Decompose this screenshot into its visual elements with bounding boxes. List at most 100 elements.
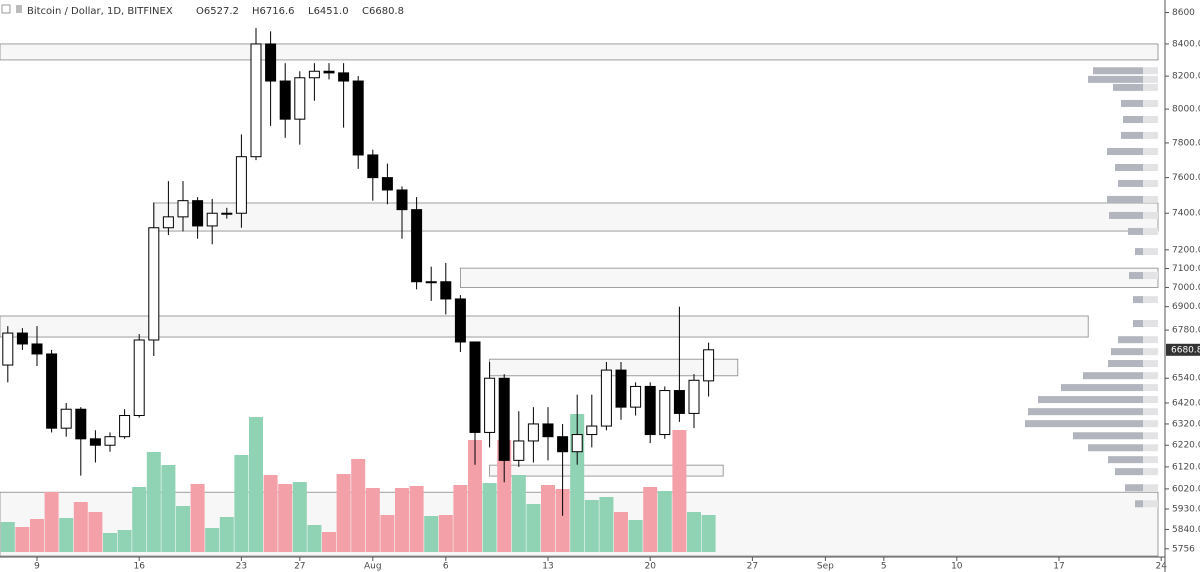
profile-bar (1118, 336, 1143, 344)
y-tick-label: 6420.0 (1172, 398, 1200, 408)
candle-body (630, 385, 642, 408)
y-tick-label: 6780.0 (1172, 326, 1200, 336)
candle-body (542, 423, 554, 438)
profile-bar-rest (1143, 211, 1158, 219)
volume-bar (497, 440, 512, 552)
y-tick-label: 5756 (1172, 544, 1195, 554)
volume-bar (219, 517, 234, 552)
header-high: H6716.6 (252, 6, 295, 17)
candle-body (586, 425, 598, 436)
candle-body (527, 423, 539, 442)
y-tick-label: 7000.0 (1172, 283, 1200, 293)
candle-body (46, 353, 58, 429)
candle-body (367, 154, 379, 179)
volume-bar (380, 515, 395, 552)
profile-bar (1115, 163, 1143, 171)
profile-bar-rest (1143, 468, 1158, 476)
icon (16, 5, 22, 13)
y-tick-label: 8200.0 (1172, 72, 1200, 82)
volume-bar (628, 520, 643, 552)
volume-bar (307, 525, 322, 552)
zone (153, 202, 1159, 232)
profile-bar (1107, 195, 1143, 203)
y-tick-label: 6020.0 (1172, 484, 1200, 494)
profile-bar (1133, 320, 1143, 328)
profile-bar-rest (1143, 195, 1158, 203)
header-low: L6451.0 (308, 6, 349, 17)
y-tick-label: 5930.0 (1172, 505, 1200, 515)
profile-bar-rest (1143, 67, 1158, 75)
y-tick-label: 8600 (1172, 8, 1195, 18)
icon[interactable] (1, 4, 11, 14)
volume-bar (234, 455, 249, 552)
y-tick-label: 7400.0 (1172, 209, 1200, 219)
profile-bar (1125, 484, 1143, 492)
volume-bar (30, 519, 44, 552)
profile-bar (1111, 348, 1143, 356)
profile-bar-rest (1143, 179, 1158, 187)
x-tick-label: 13 (542, 562, 553, 572)
candle-body (60, 408, 72, 429)
candle-body (235, 156, 247, 214)
candle-body (513, 440, 525, 461)
profile-bar-rest (1143, 396, 1158, 404)
volume-bar (409, 486, 424, 552)
profile-bar (1108, 360, 1143, 368)
candle-body (308, 70, 320, 79)
profile-bar-rest (1143, 420, 1158, 428)
x-tick-label: 9 (34, 562, 40, 572)
candle-body (162, 216, 174, 229)
profile-bar-rest (1143, 372, 1158, 380)
candle-body (31, 343, 43, 355)
y-tick-label: 7100.0 (1172, 264, 1200, 274)
profile-bar-rest (1143, 360, 1158, 368)
volume-bar (599, 497, 614, 552)
volume-bar (44, 492, 59, 552)
candle-body (615, 369, 627, 408)
y-tick-label: 6320.0 (1172, 419, 1200, 429)
candle-body (265, 43, 277, 82)
profile-bar (1135, 500, 1143, 508)
profile-bar (1061, 384, 1143, 392)
profile-bar-rest (1143, 227, 1158, 235)
volume-bar (0, 522, 15, 552)
profile-bar (1128, 227, 1143, 235)
profile-bar (1109, 211, 1143, 219)
volume-bar (482, 483, 497, 552)
y-tick-label: 6120.0 (1172, 462, 1200, 472)
profile-bar-rest (1143, 408, 1158, 416)
volume-bar (205, 528, 220, 552)
profile-bar-rest (1143, 320, 1158, 328)
volume-bar (672, 430, 687, 552)
x-tick-label: 27 (747, 562, 758, 572)
volume-bar (278, 484, 293, 552)
candle-body (469, 341, 481, 433)
candle-body (440, 281, 452, 300)
candle-body (571, 434, 583, 453)
zone (0, 43, 1159, 61)
profile-bar (1073, 432, 1143, 440)
profile-bar (1025, 420, 1143, 428)
candle-body (396, 189, 408, 211)
last-price-box (1166, 343, 1200, 356)
header-close: C6680.8 (362, 6, 404, 17)
profile-bar (1115, 468, 1143, 476)
candle-body (454, 298, 466, 343)
volume-bar (73, 502, 88, 552)
candle-body (673, 390, 685, 414)
candle-body (104, 436, 116, 446)
profile-bar (1093, 67, 1143, 75)
volume-bar (161, 465, 176, 552)
candle-body (352, 80, 364, 156)
candle-body (221, 212, 233, 215)
zone (459, 267, 1159, 288)
candle-body (338, 72, 350, 82)
profile-bar-rest (1143, 456, 1158, 464)
y-tick-label: 6900.0 (1172, 302, 1200, 312)
x-tick-label: 23 (236, 562, 247, 572)
volume-bar (395, 488, 409, 552)
profile-bar-rest (1143, 336, 1158, 344)
y-tick-label: 6540.0 (1172, 374, 1200, 384)
candle-body (557, 436, 569, 453)
volume-bar (88, 512, 103, 552)
